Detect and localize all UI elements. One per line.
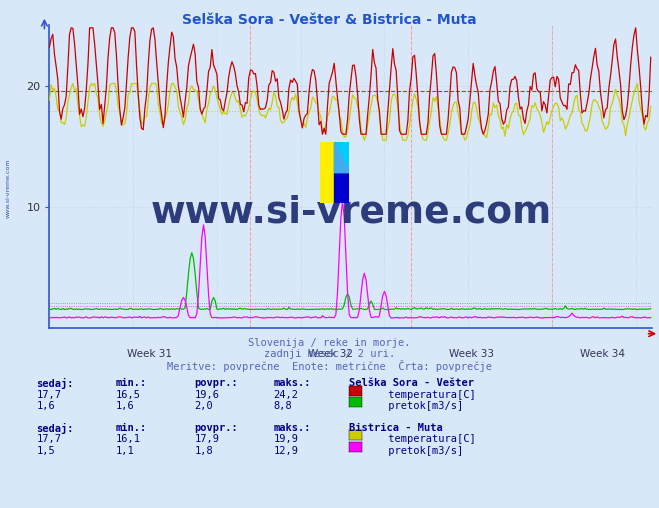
Text: Week 31: Week 31 [127, 350, 173, 360]
Text: 24,2: 24,2 [273, 390, 299, 400]
Text: 16,1: 16,1 [115, 434, 140, 444]
Text: www.si-vreme.com: www.si-vreme.com [5, 158, 11, 218]
Text: sedaj:: sedaj: [36, 378, 74, 390]
Text: 12,9: 12,9 [273, 446, 299, 456]
Text: 1,6: 1,6 [115, 401, 134, 411]
Text: maks.:: maks.: [273, 423, 311, 433]
Text: 8,8: 8,8 [273, 401, 292, 411]
Text: Week 33: Week 33 [449, 350, 494, 360]
Text: Selška Sora - Vešter: Selška Sora - Vešter [349, 378, 474, 389]
Text: Week 32: Week 32 [308, 350, 353, 360]
Text: 16,5: 16,5 [115, 390, 140, 400]
Text: pretok[m3/s]: pretok[m3/s] [382, 401, 463, 411]
Text: 19,6: 19,6 [194, 390, 219, 400]
Text: temperatura[C]: temperatura[C] [382, 434, 476, 444]
Text: 2,0: 2,0 [194, 401, 213, 411]
Polygon shape [335, 173, 349, 203]
Text: 1,8: 1,8 [194, 446, 213, 456]
Text: zadnji mesec / 2 uri.: zadnji mesec / 2 uri. [264, 349, 395, 359]
Polygon shape [335, 142, 349, 173]
Text: 17,7: 17,7 [36, 434, 61, 444]
Polygon shape [320, 142, 335, 203]
Text: Meritve: povprečne  Enote: metrične  Črta: povprečje: Meritve: povprečne Enote: metrične Črta:… [167, 360, 492, 372]
Text: temperatura[C]: temperatura[C] [382, 390, 476, 400]
Text: 17,9: 17,9 [194, 434, 219, 444]
Text: www.si-vreme.com: www.si-vreme.com [150, 195, 552, 231]
Text: Slovenija / reke in morje.: Slovenija / reke in morje. [248, 338, 411, 348]
Text: 1,5: 1,5 [36, 446, 55, 456]
Text: 19,9: 19,9 [273, 434, 299, 444]
Text: Bistrica - Muta: Bistrica - Muta [349, 423, 443, 433]
Text: pretok[m3/s]: pretok[m3/s] [382, 446, 463, 456]
Text: povpr.:: povpr.: [194, 378, 238, 389]
Polygon shape [335, 142, 349, 173]
Text: sedaj:: sedaj: [36, 423, 74, 434]
Text: 17,7: 17,7 [36, 390, 61, 400]
Text: povpr.:: povpr.: [194, 423, 238, 433]
Text: min.:: min.: [115, 378, 146, 389]
Text: 1,1: 1,1 [115, 446, 134, 456]
Text: min.:: min.: [115, 423, 146, 433]
Text: 1,6: 1,6 [36, 401, 55, 411]
Text: Selška Sora - Vešter & Bistrica - Muta: Selška Sora - Vešter & Bistrica - Muta [182, 13, 477, 27]
Text: Week 34: Week 34 [580, 350, 625, 360]
Text: maks.:: maks.: [273, 378, 311, 389]
